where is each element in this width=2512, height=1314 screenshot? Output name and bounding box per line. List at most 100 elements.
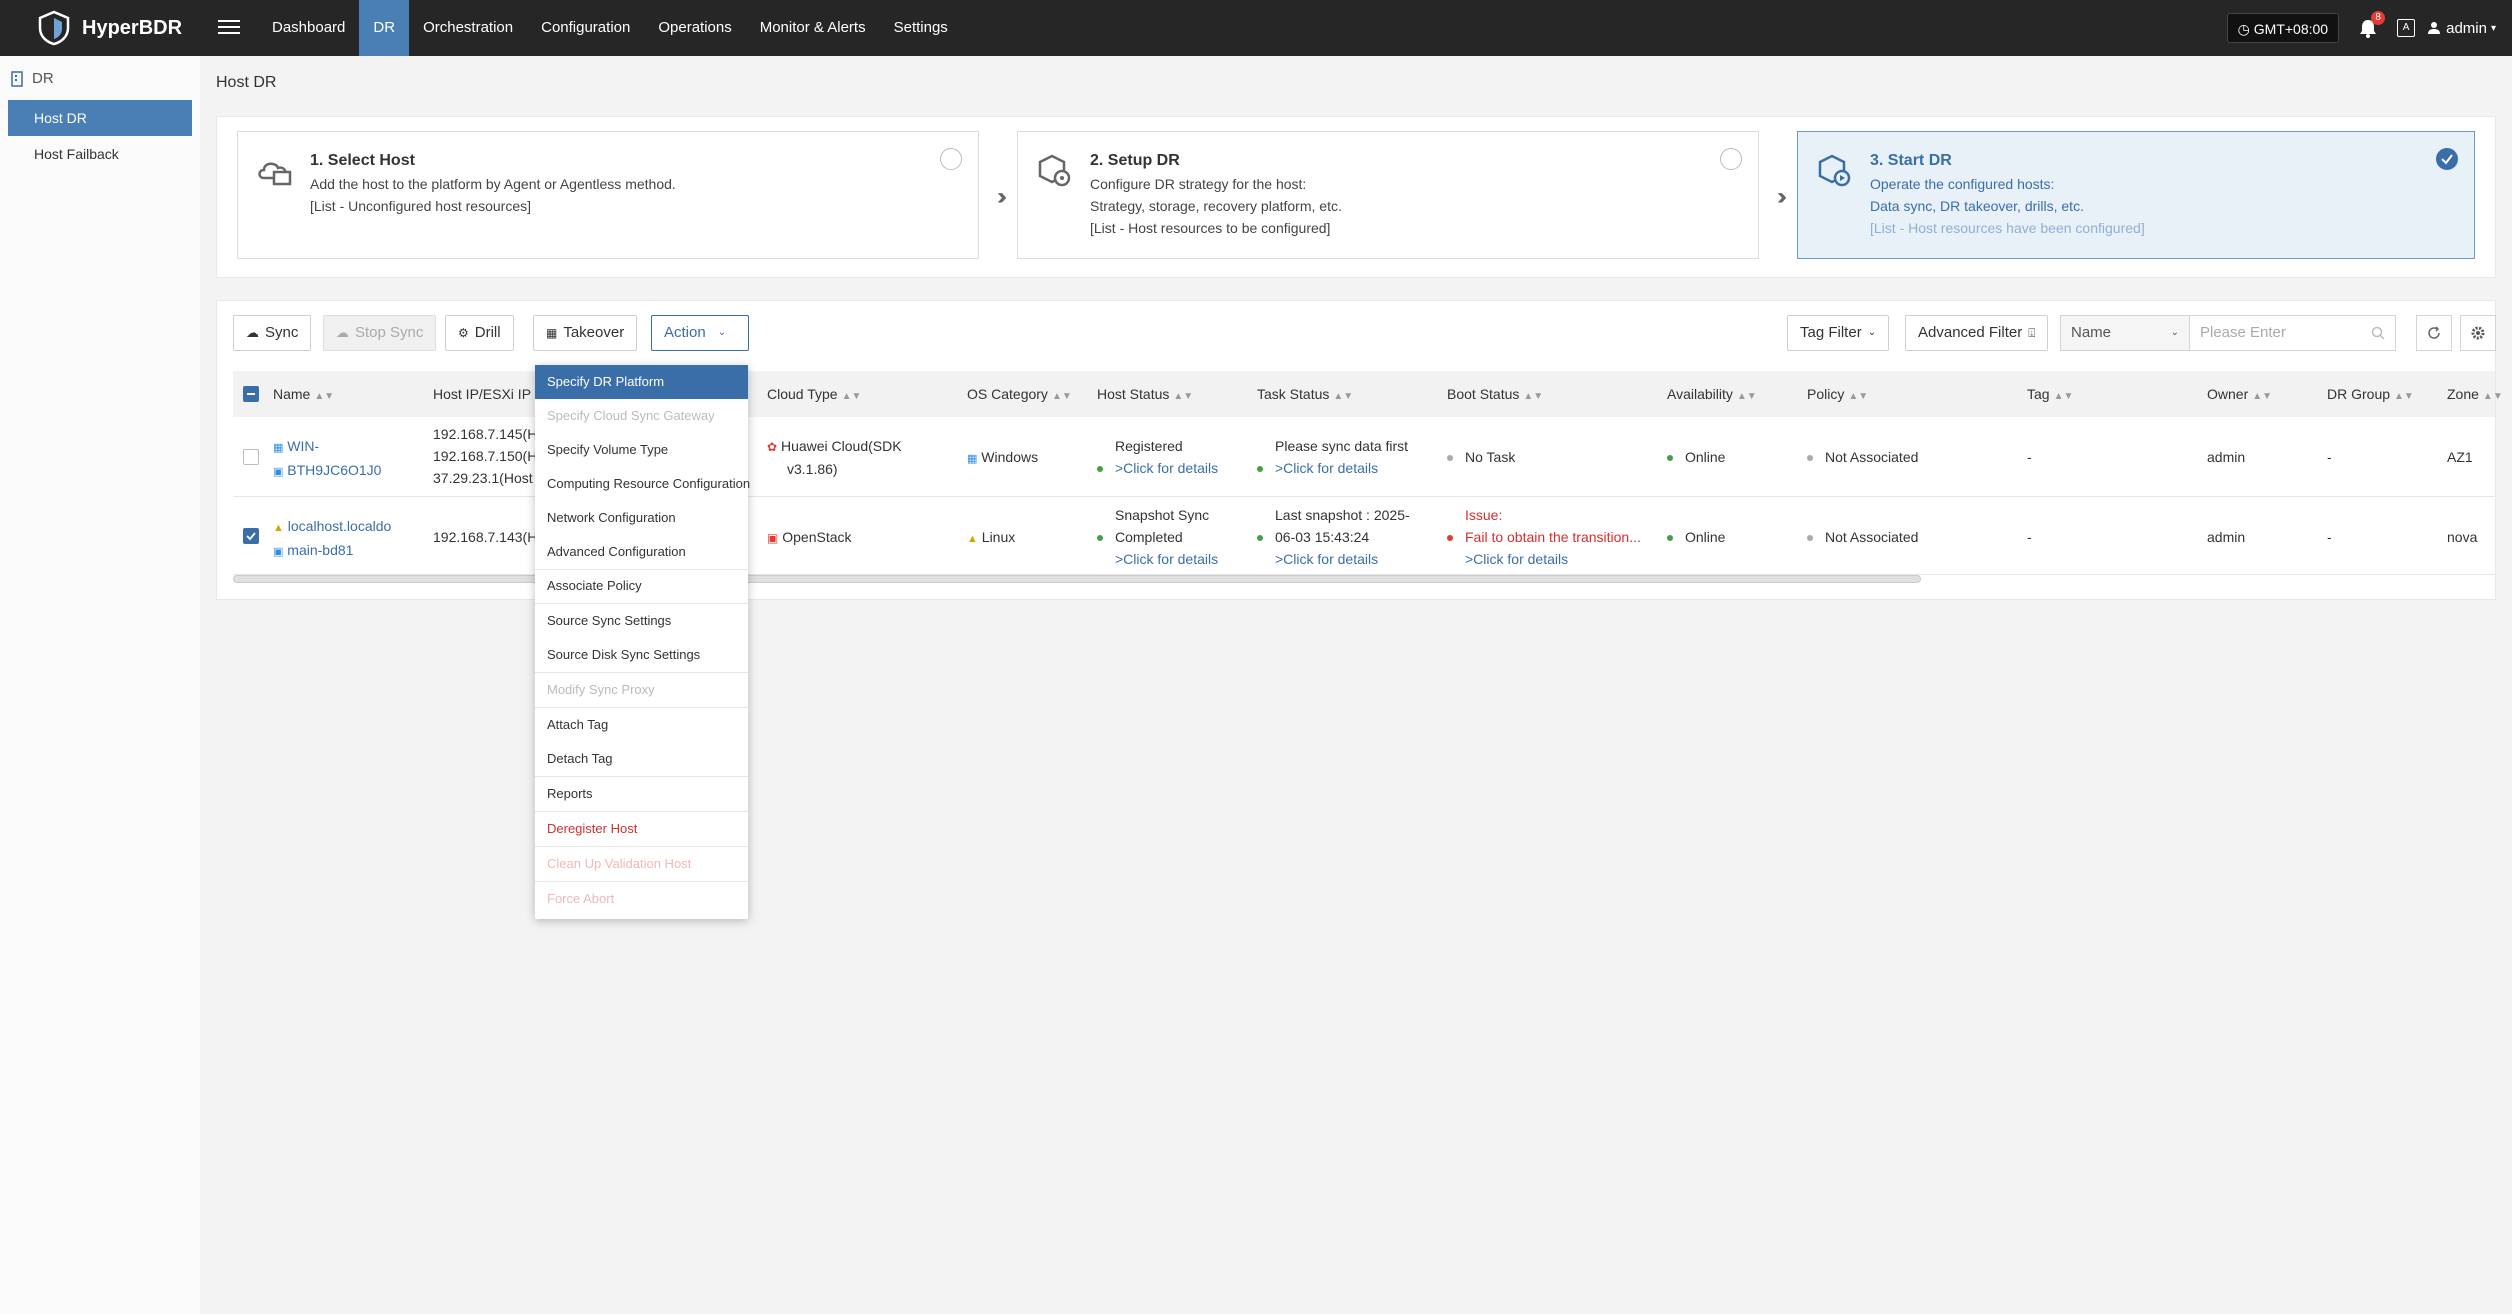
column-header-ip[interactable]: Host IP/ESXi IP [433,386,532,402]
host-name-link[interactable]: localhost.localdo [287,518,392,534]
menu-item-associate-policy[interactable]: Associate Policy [547,578,642,593]
menu-item-force-abort[interactable]: Force Abort [547,891,615,906]
menu-divider [535,776,748,777]
column-header-tag[interactable]: Tag ▲▼ [2027,386,2074,402]
menu-item-clean-up-validation-host[interactable]: Clean Up Validation Host [547,856,692,871]
host-name-cell[interactable]: ▲ localhost.localdo ▣ main-bd81 [273,515,391,563]
sync-button[interactable]: ☁ Sync [233,315,312,351]
nav-dr[interactable]: DR [359,0,410,56]
task-status-cell: Last snapshot : 2025- 06-03 15:43:24 >Cl… [1257,504,1410,570]
column-header-host-status[interactable]: Host Status ▲▼ [1097,386,1194,402]
host-name-link[interactable]: main-bd81 [287,542,354,558]
owner-cell: admin [2207,449,2246,465]
sidebar-item-host-failback[interactable]: Host Failback [34,146,119,162]
drill-button[interactable]: ⚙ Drill [445,315,514,351]
nav-operations[interactable]: Operations [658,19,732,36]
gear-icon [2471,326,2485,340]
details-link[interactable]: >Click for details [1275,551,1379,567]
timezone-label: GMT+08:00 [2253,21,2329,37]
timezone-button[interactable]: ◷ GMT+08:00 [2226,13,2340,43]
status-dot [1667,455,1673,462]
column-header-zone[interactable]: Zone ▲▼ [2447,386,2503,402]
horizontal-scrollbar[interactable] [233,575,1921,583]
advanced-filter-button[interactable]: Advanced Filter ⍗ [1905,315,2049,351]
step-select-host[interactable]: 1. Select Host Add the host to the platf… [237,131,979,259]
os-category-cell: ▦ Windows [967,449,1039,465]
menu-item-detach-tag[interactable]: Detach Tag [547,751,613,766]
menu-item-modify-sync-proxy[interactable]: Modify Sync Proxy [547,682,655,697]
column-header-availability[interactable]: Availability ▲▼ [1667,386,1757,402]
step-setup-dr[interactable]: 2. Setup DR Configure DR strategy for th… [1017,131,1759,259]
column-header-boot-status[interactable]: Boot Status ▲▼ [1447,386,1544,402]
details-link[interactable]: >Click for details [1115,551,1219,567]
linux-icon: ▲ [273,522,284,534]
select-all-checkbox[interactable] [243,386,259,402]
host-name-link[interactable]: BTH9JC6O1J0 [287,462,382,478]
user-menu[interactable]: admin ▾ [2427,20,2496,37]
nav-settings[interactable]: Settings [893,19,948,36]
nav-dashboard[interactable]: Dashboard [272,19,346,36]
brand[interactable]: HyperBDR [36,10,182,46]
action-dropdown-button[interactable]: Action ⌄ [651,315,749,351]
menu-item-source-disk-sync-settings[interactable]: Source Disk Sync Settings [547,647,701,662]
details-link[interactable]: >Click for details [1465,551,1569,567]
top-navigation-bar: HyperBDR Dashboard DR Orchestration Conf… [0,0,2512,56]
column-header-owner[interactable]: Owner ▲▼ [2207,386,2273,402]
windows-icon: ▦ [273,442,284,454]
settings-button[interactable] [2460,315,2496,351]
search-input[interactable]: Please Enter [2190,315,2396,351]
refresh-button[interactable] [2416,315,2452,351]
table-row[interactable]: ▲ localhost.localdo ▣ main-bd81 192.168.… [233,497,2495,575]
nav-orchestration[interactable]: Orchestration [423,19,514,36]
column-header-dr-group[interactable]: DR Group ▲▼ [2327,386,2414,402]
step-radio[interactable] [1720,148,1742,170]
column-header-policy[interactable]: Policy ▲▼ [1807,386,1869,402]
column-header-cloud-type[interactable]: Cloud Type ▲▼ [767,386,862,402]
sync-button-label: Sync [265,324,299,341]
main-nav: Dashboard DR Orchestration Configuration… [258,0,962,56]
menu-item-specify-dr-platform[interactable]: Specify DR Platform [535,365,748,399]
menu-item-source-sync-settings[interactable]: Source Sync Settings [547,613,672,628]
menu-item-attach-tag[interactable]: Attach Tag [547,717,609,732]
table-row[interactable]: ▦ WIN- ▣ BTH9JC6O1J0 192.168.7.145(H 192… [233,417,2495,497]
language-icon[interactable]: A [2397,19,2416,37]
tag-filter-button[interactable]: Tag Filter ⌄ [1787,315,1890,351]
filter-icon: ⍗ [2028,326,2036,340]
column-header-task-status[interactable]: Task Status ▲▼ [1257,386,1354,402]
sidebar-item-host-dr[interactable]: Host DR [8,100,192,136]
step-start-dr[interactable]: 3. Start DR Operate the configured hosts… [1797,131,2475,259]
row-checkbox[interactable] [243,528,259,544]
action-button-label: Action [664,324,706,341]
row-checkbox[interactable] [243,449,259,465]
menu-item-reports[interactable]: Reports [547,786,593,801]
top-right-tools: ◷ GMT+08:00 8 A admin ▾ [2226,0,2512,56]
dr-group-cell: - [2327,449,2332,465]
status-dot [1097,535,1103,542]
menu-item-specify-cloud-sync-gateway[interactable]: Specify Cloud Sync Gateway [547,408,715,423]
host-name-cell[interactable]: ▦ WIN- ▣ BTH9JC6O1J0 [273,435,381,483]
step-check[interactable] [2436,148,2458,170]
nav-configuration[interactable]: Configuration [541,19,631,36]
menu-item-network-configuration[interactable]: Network Configuration [547,510,676,525]
nav-monitor-alerts[interactable]: Monitor & Alerts [759,19,866,36]
menu-item-computing-resource-configuration[interactable]: Computing Resource Configuration [547,476,751,491]
box-play-icon [1818,154,1851,187]
details-link[interactable]: >Click for details [1115,460,1219,476]
host-ip-cell: 192.168.7.145(H 192.168.7.150(H 37.29.23… [433,426,538,486]
menu-divider [535,603,748,604]
takeover-button[interactable]: ▦ Takeover [533,315,638,351]
host-name-link[interactable]: WIN- [287,438,320,454]
menu-item-deregister-host[interactable]: Deregister Host [547,821,638,836]
step-radio[interactable] [940,148,962,170]
search-field-select[interactable]: Name ⌄ [2060,315,2190,351]
details-link[interactable]: >Click for details [1275,460,1379,476]
menu-item-specify-volume-type[interactable]: Specify Volume Type [547,442,669,457]
menu-item-advanced-configuration[interactable]: Advanced Configuration [547,544,686,559]
stop-sync-button[interactable]: ☁ Stop Sync [323,315,437,351]
menu-toggle-icon[interactable] [218,16,240,40]
alerts-button[interactable]: 8 [2357,11,2386,39]
column-header-name[interactable]: Name ▲▼ [273,386,335,402]
column-header-os-category[interactable]: OS Category ▲▼ [967,386,1072,402]
menu-divider [535,569,748,570]
status-dot [1257,466,1263,473]
